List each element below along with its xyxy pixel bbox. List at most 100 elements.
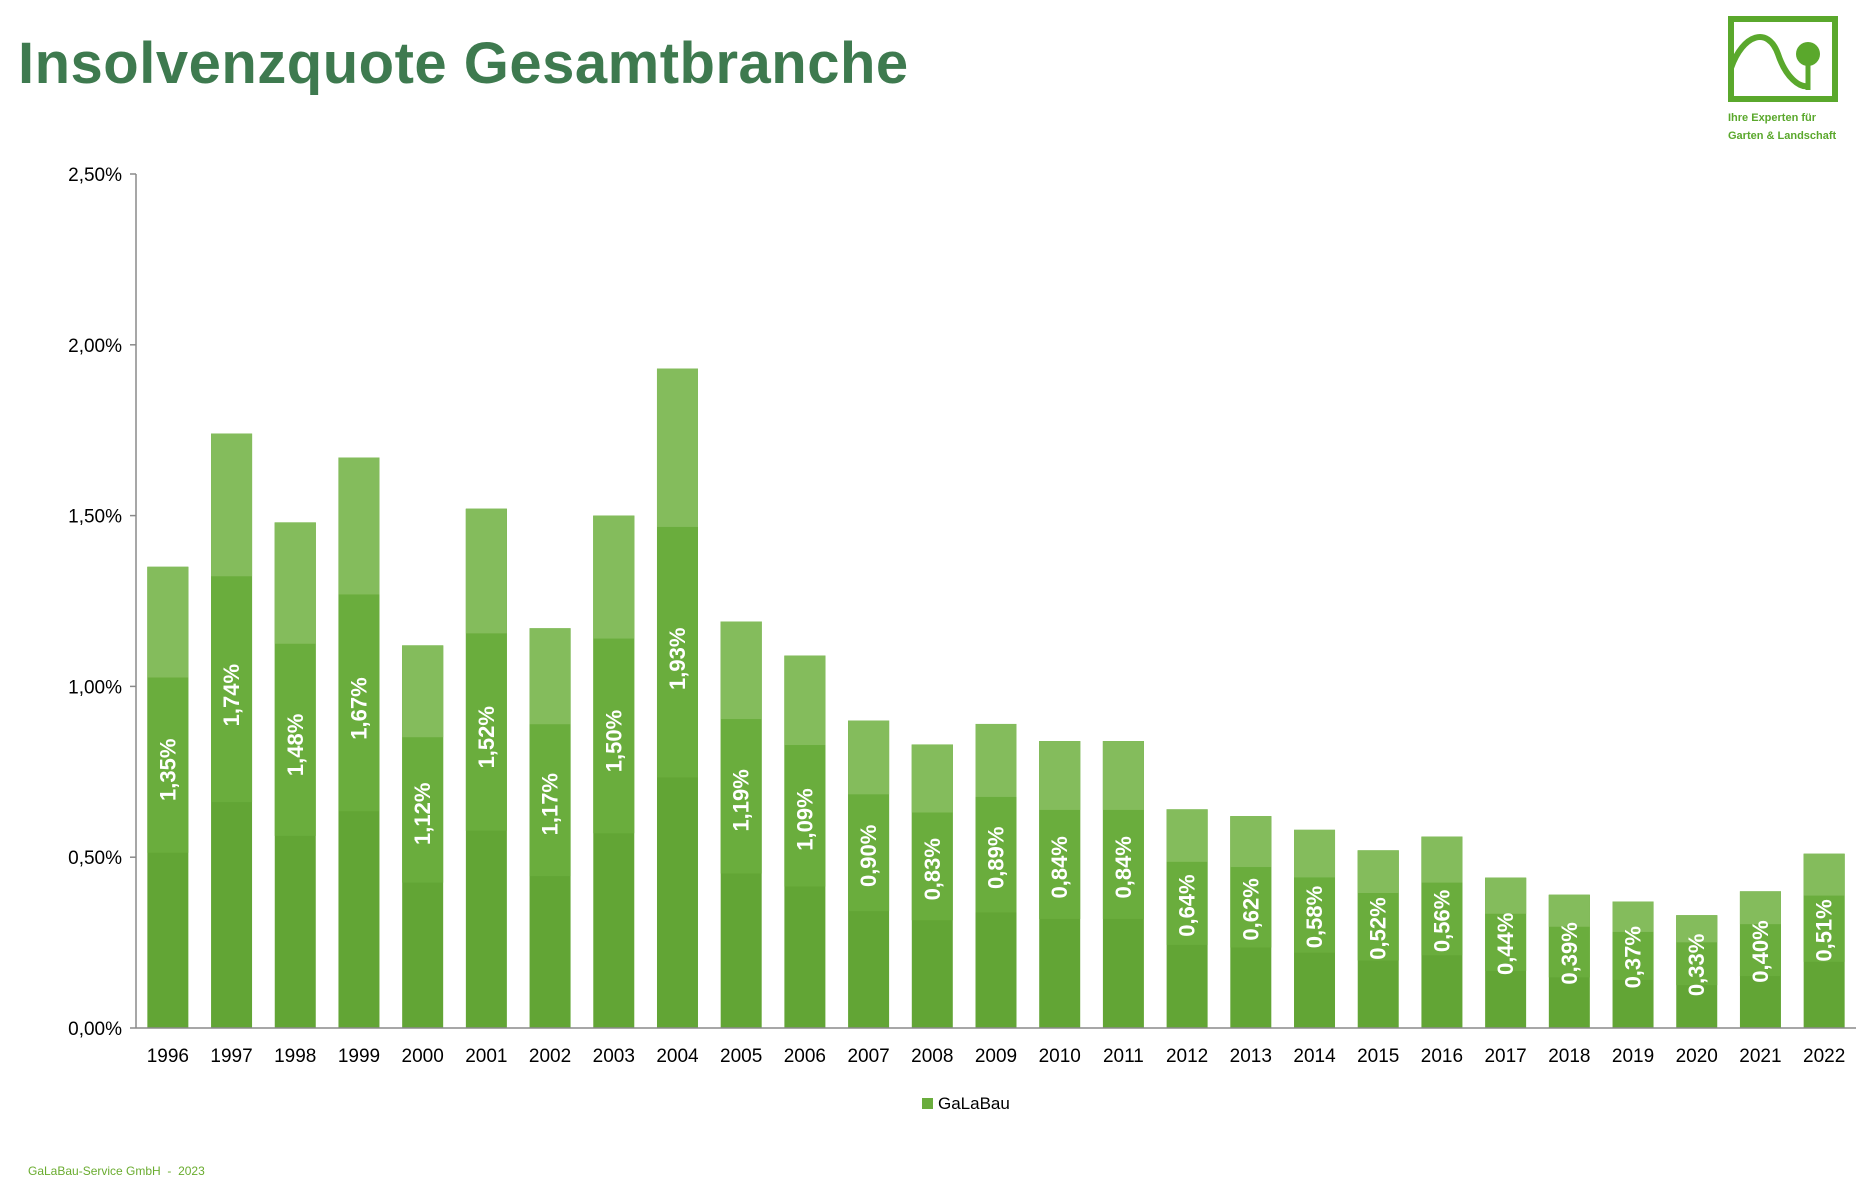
bar-value-label: 0,64% [1175,874,1200,936]
bar-value-label: 0,89% [984,827,1009,889]
logo-tagline-line1: Ihre Experten für [1728,112,1817,124]
x-tick-label: 2002 [529,1046,571,1067]
bar-2008: 0,83% [911,744,953,1028]
x-tick-label: 1999 [338,1046,380,1067]
bar-top-shade [1548,894,1590,927]
bar-2014: 0,58% [1294,829,1336,1028]
company-logo: Ihre Experten für Garten & Landschaft [1728,16,1838,143]
bar-value-label: 1,12% [410,783,435,845]
bar-value-label: 1,35% [155,739,180,801]
bar-value-label: 0,84% [1111,836,1136,898]
x-tick-label: 1996 [147,1046,189,1067]
bar-top-shade [975,723,1017,797]
bar-value-label: 0,84% [1047,836,1072,898]
bar-2003: 1,50% [593,515,635,1028]
bar-2011: 0,84% [1102,741,1144,1028]
x-tick-label: 2014 [1293,1046,1336,1067]
bar-2021: 0,40% [1739,891,1781,1028]
x-tick-label: 2006 [784,1046,826,1067]
bar-top-shade [1612,901,1654,932]
bar-value-label: 1,52% [474,706,499,768]
bar-2000: 1,12% [402,645,444,1028]
bar-1998: 1,48% [274,522,316,1028]
x-tick-label: 2020 [1676,1046,1718,1067]
bar-top-shade [1803,853,1845,896]
footer: GaLaBau-Service GmbH - 2023 [28,1164,205,1178]
bar-value-label: 1,50% [601,710,626,772]
bar-2022: 0,51% [1803,853,1845,1028]
bar-top-shade [1357,850,1399,893]
bar-value-label: 0,37% [1621,926,1646,988]
bars: 1,35% 1,74% 1,48% 1,67% 1,12% 1,52% 1,17% 1,50%… [147,368,1845,1029]
footer-separator: - [167,1164,172,1178]
bar-2017: 0,44% [1485,877,1527,1028]
bar-value-label: 0,33% [1684,934,1709,996]
x-tick-label: 2001 [465,1046,507,1067]
bar-top-shade [1676,915,1718,943]
y-axis: 0,00% 0,50% 1,00% 1,50% 2,00% 2,50% [68,165,137,1040]
bar-value-label: 0,39% [1557,922,1582,984]
bar-value-label: 1,09% [792,788,817,850]
y-tick-label: 2,00% [68,336,122,357]
x-tick-label: 2003 [593,1046,635,1067]
bar-value-label: 1,93% [665,628,690,690]
bar-2020: 0,33% [1676,915,1718,1028]
bar-value-label: 1,48% [283,714,308,776]
x-tick-label: 2018 [1548,1046,1590,1067]
legend-label: GaLaBau [938,1094,1010,1113]
bar-top-shade [465,508,507,634]
x-tick-label: 2013 [1230,1046,1272,1067]
y-tick-label: 2,50% [68,165,122,186]
bar-value-label: 0,40% [1748,920,1773,982]
x-tick-label: 2008 [911,1046,953,1067]
bar-value-label: 0,90% [856,825,881,887]
bar-top-shade [911,744,953,813]
bar-value-label: 0,51% [1812,899,1837,961]
x-tick-label: 2021 [1739,1046,1781,1067]
bar-top-shade [274,522,316,644]
bar-value-label: 0,58% [1302,886,1327,948]
bar-2013: 0,62% [1230,816,1272,1028]
bar-top-shade [1294,829,1336,878]
bar-2018: 0,39% [1548,894,1590,1028]
bar-1996: 1,35% [147,566,189,1028]
bar-value-label: 1,17% [538,773,563,835]
bar-2015: 0,52% [1357,850,1399,1028]
x-axis: 1996 1997 1998 1999 2000 2001 2002 2003 2004 2005… [136,1027,1856,1067]
page-title: Insolvenzquote Gesamtbranche [18,31,909,96]
bar-top-shade [784,655,826,746]
x-tick-label: 2017 [1484,1046,1526,1067]
bar-top-shade [1230,816,1272,868]
bar-value-label: 0,44% [1493,913,1518,975]
x-tick-label: 1997 [210,1046,252,1067]
bar-2012: 0,64% [1166,809,1208,1028]
x-tick-label: 2019 [1612,1046,1654,1067]
x-tick-label: 2022 [1803,1046,1845,1067]
logo-tagline-line2: Garten & Landschaft [1728,130,1837,142]
x-tick-label: 2004 [656,1046,699,1067]
bar-top-shade [338,457,380,595]
footer-company: GaLaBau-Service GmbH [28,1164,161,1178]
y-tick-label: 1,00% [68,677,122,698]
bar-top-shade [1421,836,1463,883]
bar-2002: 1,17% [529,628,571,1028]
bar-top-shade [593,515,635,639]
bar-top-shade [720,621,762,720]
bar-value-label: 0,83% [920,838,945,900]
bar-value-label: 0,56% [1429,890,1454,952]
y-tick-label: 1,50% [68,507,122,528]
bar-top-shade [848,720,890,795]
bar-value-label: 1,74% [219,664,244,726]
y-tick-label: 0,00% [68,1019,122,1040]
x-tick-label: 2011 [1103,1046,1144,1067]
footer-year: 2023 [178,1164,205,1178]
bar-2019: 0,37% [1612,901,1654,1028]
x-tick-label: 1998 [274,1046,316,1067]
bar-top-shade [211,433,253,577]
bar-2007: 0,90% [848,720,890,1028]
bar-top-shade [1739,891,1781,925]
x-tick-label: 2016 [1421,1046,1463,1067]
bar-2005: 1,19% [720,621,762,1028]
bar-top-shade [147,566,189,678]
bar-value-label: 0,52% [1366,897,1391,959]
